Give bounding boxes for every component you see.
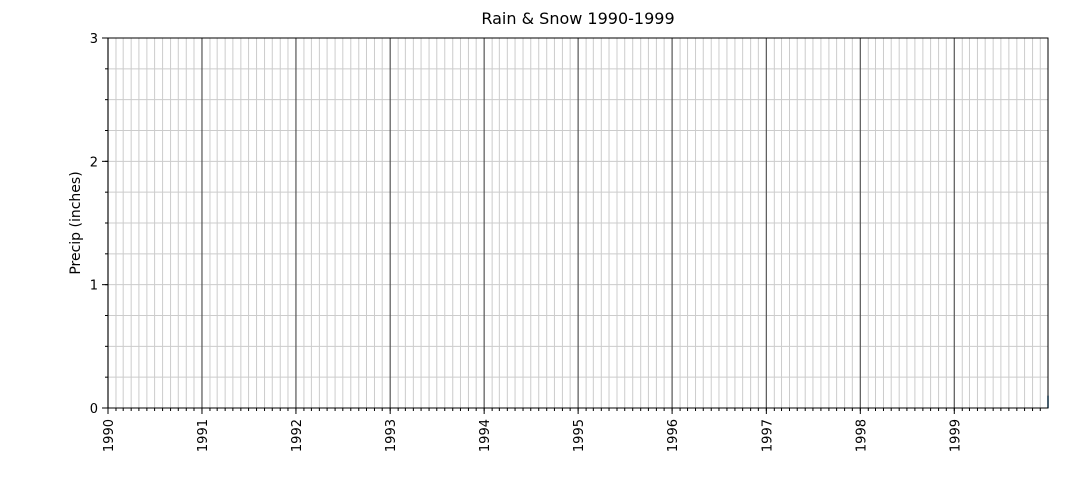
x-tick-label: 1992 [290,419,305,452]
ticks: 1990 1991 1992 1993 1994 1995 1996 1997 1998 1999… [90,32,1041,452]
y-tick-label: 1 [90,279,98,294]
x-tick-label: 1996 [666,419,681,452]
x-tick-label: 1995 [572,419,587,452]
x-tick-label: 1991 [196,419,211,452]
chart-title: Rain & Snow 1990-1999 [481,9,674,28]
grid [107,37,1048,409]
x-tick-label: 1993 [384,419,399,452]
x-tick-label: 1999 [948,419,963,452]
y-tick-label: 3 [90,32,98,47]
x-tick-label: 1990 [102,419,117,452]
x-tick-label: 1998 [854,419,869,452]
x-tick-label: 1997 [760,419,775,452]
y-tick-label: 2 [90,155,98,170]
x-tick-label: 1994 [478,419,493,452]
y-axis-label: Precip (inches) [68,171,84,274]
y-tick-label: 0 [90,402,98,417]
